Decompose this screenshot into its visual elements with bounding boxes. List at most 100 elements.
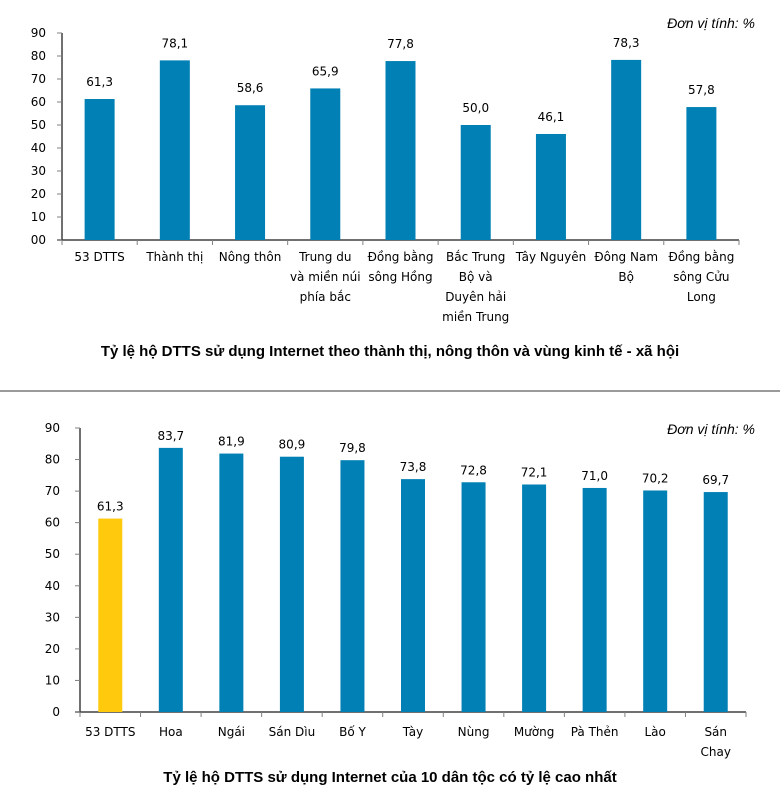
unit-note: Đơn vị tính: % — [667, 15, 755, 31]
bar — [340, 460, 365, 712]
bar-value-label: 57,8 — [688, 83, 715, 97]
category-label-line: Thành thị — [145, 250, 203, 264]
y-tick-label: 40 — [45, 579, 60, 593]
y-tick-label: 70 — [31, 72, 46, 86]
y-tick-label: 20 — [45, 642, 60, 656]
bar — [385, 61, 416, 241]
y-tick-label: 00 — [31, 233, 46, 247]
category-label-line: Bắc Trung — [446, 250, 505, 264]
bar-value-label: 77,8 — [387, 37, 414, 51]
bar — [219, 453, 244, 712]
bar-value-label: 73,8 — [400, 460, 427, 474]
category-label-line: Tày — [402, 725, 423, 739]
category-label-line: Duyên hải — [445, 290, 506, 304]
category-label-line: 53 DTTS — [74, 250, 124, 264]
unit-note: Đơn vị tính: % — [667, 421, 755, 437]
bar — [310, 88, 341, 241]
category-label-line: Bộ và — [459, 270, 493, 284]
category-label: Bố Y — [339, 725, 366, 739]
y-tick-label: 40 — [31, 141, 46, 155]
category-label-line: sông Hồng — [368, 270, 432, 284]
bar — [460, 125, 491, 240]
category-label-line: và miền núi — [290, 270, 361, 284]
bar-value-label: 69,7 — [702, 473, 729, 487]
category-label-line: Đồng bằng — [368, 250, 434, 264]
bar — [643, 490, 668, 712]
bar-value-label: 81,9 — [218, 435, 245, 449]
category-label-line: phía bắc — [300, 290, 351, 304]
chart-urban-rural-regions: 00 10 20 30 40 50 60 70 80 90 61,3 53 DTTS 78,1 Thành… — [31, 15, 755, 324]
category-label-line: Mường — [514, 725, 555, 739]
category-label: Nông thôn — [219, 250, 282, 264]
chart1-title: Tỷ lệ hộ DTTS sử dụng Internet theo thàn… — [100, 343, 680, 360]
category-label: Mường — [514, 725, 555, 739]
category-label: Ngái — [218, 725, 245, 739]
y-tick-label: 70 — [45, 484, 60, 498]
category-label: Nùng — [458, 725, 490, 739]
category-label-line: Lào — [644, 725, 665, 739]
chart-separator — [0, 390, 780, 392]
bar-value-label: 70,2 — [642, 471, 669, 485]
category-label: Đồng bằng sông Cửu Long — [668, 250, 734, 304]
y-tick-label: 0 — [52, 705, 60, 719]
category-label: Trung du và miền núi phía bắc — [290, 250, 361, 304]
bar — [611, 59, 642, 240]
category-label: Tày — [402, 725, 423, 739]
bar-value-label: 78,3 — [613, 36, 640, 50]
bar-value-label: 72,1 — [521, 465, 548, 479]
category-label: Đồng bằng sông Hồng — [368, 250, 434, 284]
bar — [582, 487, 607, 712]
category-label: Lào — [644, 725, 665, 739]
category-label: Thành thị — [145, 250, 203, 264]
category-label-line: Chay — [701, 745, 731, 759]
bar-value-label: 65,9 — [312, 64, 339, 78]
category-label-line: Sán Dìu — [269, 725, 316, 739]
bar-value-label: 79,8 — [339, 441, 366, 455]
category-label-line: Bộ — [618, 270, 634, 284]
bar-value-label: 78,1 — [161, 36, 188, 50]
bar-value-label: 58,6 — [237, 81, 264, 95]
y-tick-label: 10 — [31, 210, 46, 224]
bar — [522, 484, 547, 712]
bar — [98, 518, 123, 712]
category-label: Bắc Trung Bộ và Duyên hải miền Trung — [442, 250, 509, 324]
category-label-line: Nông thôn — [219, 250, 282, 264]
bar — [401, 479, 425, 712]
bar — [159, 60, 190, 241]
bar-value-label: 71,0 — [581, 469, 608, 483]
bar-value-label: 72,8 — [460, 463, 487, 477]
bar — [279, 456, 304, 712]
category-label: 53 DTTS — [85, 725, 135, 739]
category-label: Đông Nam Bộ — [594, 250, 658, 284]
category-label-line: sông Cửu — [673, 270, 729, 284]
category-label: Sán Chay — [701, 725, 731, 759]
y-tick-label: 50 — [31, 118, 46, 132]
y-tick-label: 30 — [31, 164, 46, 178]
bar-value-label: 46,1 — [538, 110, 565, 124]
chart2-title: Tỷ lệ hộ DTTS sử dụng Internet của 10 dâ… — [163, 769, 617, 786]
bar — [235, 105, 266, 240]
y-tick-label: 50 — [45, 547, 60, 561]
bar-value-label: 61,3 — [97, 500, 124, 514]
y-tick-label: 30 — [45, 610, 60, 624]
category-label-line: Trung du — [298, 250, 351, 264]
y-tick-label: 20 — [31, 187, 46, 201]
category-label: 53 DTTS — [74, 250, 124, 264]
category-label-line: Hoa — [159, 725, 183, 739]
category-label: Sán Dìu — [269, 725, 316, 739]
bar — [461, 482, 486, 712]
bar — [158, 447, 183, 712]
category-label-line: 53 DTTS — [85, 725, 135, 739]
category-label: Pà Thẻn — [571, 725, 619, 739]
bar-value-label: 50,0 — [462, 101, 489, 115]
y-tick-label: 60 — [45, 516, 60, 530]
bar-value-label: 83,7 — [157, 429, 184, 443]
category-label-line: Pà Thẻn — [571, 725, 619, 739]
category-label-line: Tây Nguyên — [515, 250, 587, 264]
bar — [686, 107, 717, 240]
category-label-line: Long — [687, 290, 716, 304]
bar — [535, 133, 566, 240]
y-tick-label: 10 — [45, 673, 60, 687]
bar — [703, 492, 728, 712]
